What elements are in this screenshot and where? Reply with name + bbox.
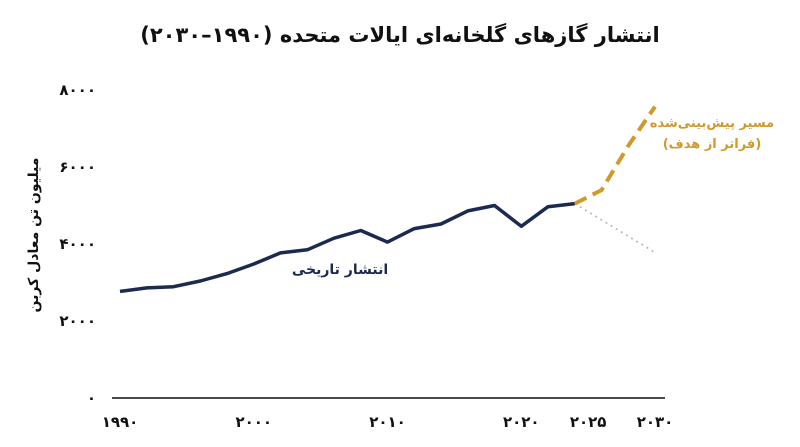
y-axis-label: میلیون تن معادل کربن: [26, 158, 42, 313]
x-tick-label: ۱۹۹۰: [102, 413, 139, 431]
chart-marks: ۰ ۲۰۰۰ ۴۰۰۰ ۶۰۰۰ ۸۰۰۰ ۱۹۹۰ ۲۰۰۰ ۲۰۱۰ ۲۰۲۰ ۲۰۲۵ ۲۰۳…: [59, 81, 774, 431]
x-tick-label: ۲۰۲۰: [503, 413, 540, 431]
x-tick-label: ۲۰۰۰: [235, 413, 272, 431]
y-tick-label: ۶۰۰۰: [59, 158, 96, 176]
series-label-historical: انتشار تاریخی: [292, 262, 388, 278]
y-tick-label: ۸۰۰۰: [59, 81, 96, 99]
y-tick-label: ۲۰۰۰: [59, 312, 96, 330]
x-tick-label: ۲۰۱۰: [369, 413, 406, 431]
chart-title: انتشار گازهای گلخانه‌ای ایالات متحده (۱۹…: [140, 22, 660, 47]
x-tick-label: ۲۰۳۰: [637, 413, 674, 431]
y-tick-label: ۴۰۰۰: [59, 235, 96, 253]
y-tick-label: ۰: [87, 389, 96, 407]
series-label-projected: مسیر پیش‌بینی‌شده: [650, 116, 774, 131]
series-line-dotted: [574, 202, 656, 254]
series-line-dashed: [573, 105, 657, 206]
series-line-solid: [119, 201, 576, 294]
x-tick-label: ۲۰۲۵: [570, 413, 607, 431]
series-label-projected-note: (فراتر از هدف): [663, 137, 762, 152]
